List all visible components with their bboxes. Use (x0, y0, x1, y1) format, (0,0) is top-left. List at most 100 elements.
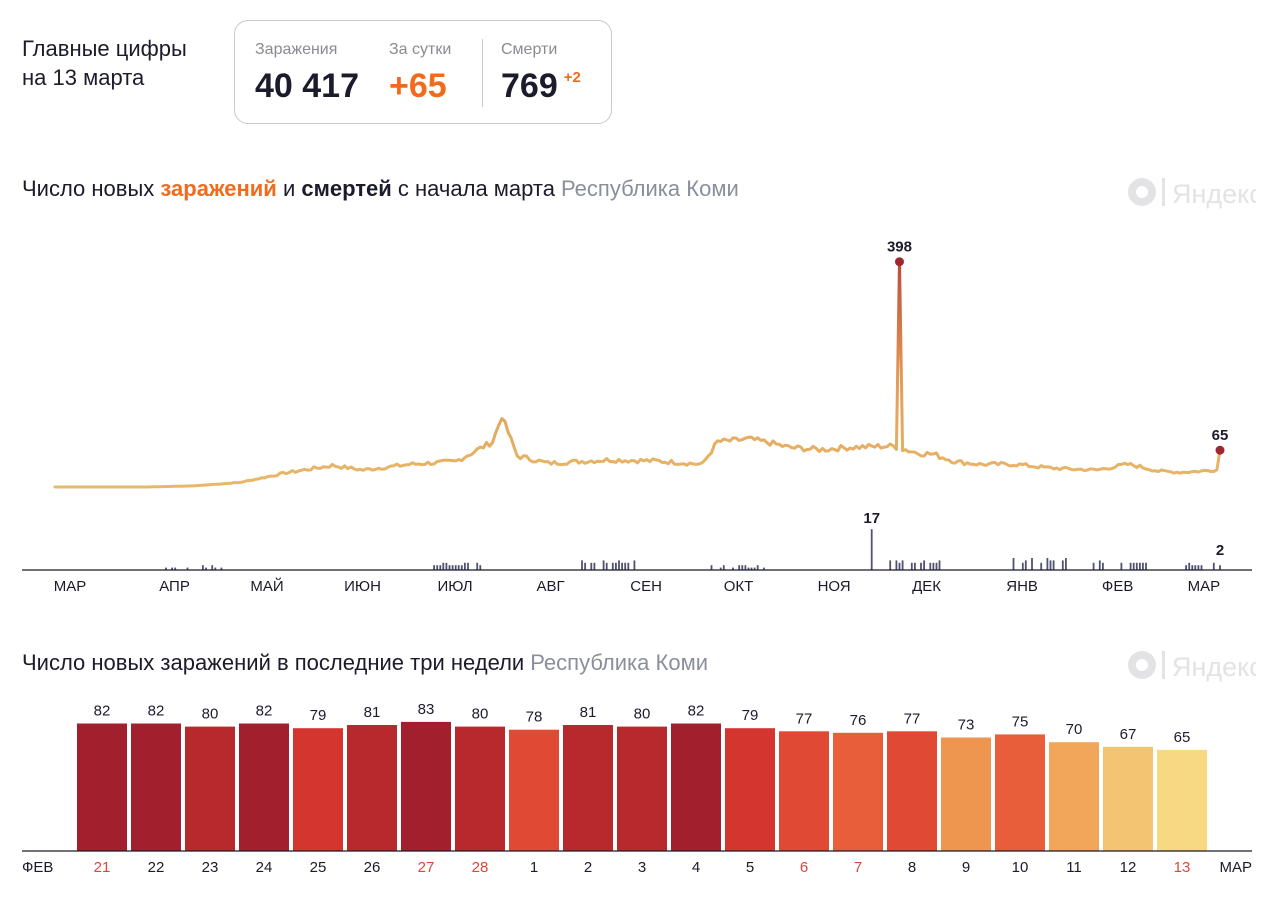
day-label: 11 (1066, 859, 1082, 876)
chart2-title-text: Число новых заражений в последние три не… (22, 650, 525, 675)
bar (617, 726, 667, 851)
day-label: 4 (692, 859, 700, 876)
bar (725, 728, 775, 851)
deaths-bar (1092, 562, 1095, 570)
deaths-bar (895, 560, 898, 570)
deaths-delta: +2 (563, 69, 581, 86)
chart2-region: Республика Коми (530, 650, 708, 675)
deaths-bar (479, 565, 482, 570)
deaths-bar (433, 565, 435, 570)
bar (185, 726, 235, 851)
deaths-bars (165, 529, 1221, 570)
yandex-logo-text: Яндекс (1172, 179, 1256, 209)
infections-label: Заражения (255, 41, 338, 58)
deaths-bar (920, 562, 922, 570)
deaths-bar (1024, 560, 1027, 570)
month-label: МАР (54, 578, 87, 595)
month-label: АВГ (536, 578, 564, 595)
bar (131, 723, 181, 851)
month-label: ИЮН (344, 578, 381, 595)
month-labels: МАР АПР МАЙ ИЮН ИЮЛ АВГ СЕН ОКТ НОЯ ДЕК ЯНВ ФЕВ МАР (54, 577, 1220, 595)
deaths-bar (750, 567, 753, 570)
day-label: 10 (1012, 859, 1029, 876)
deaths-bar (710, 565, 713, 570)
deaths-bar (889, 560, 892, 570)
deaths-bar (744, 565, 747, 570)
three-weeks-bar-chart: 8221822280238224792581268327802878181280… (22, 701, 1252, 876)
chart1-title-infections: заражений (160, 176, 277, 201)
month-label: МАЙ (250, 577, 283, 595)
deaths-bar (454, 565, 457, 570)
bar-value-label: 76 (850, 712, 867, 729)
day-label: 5 (746, 859, 754, 876)
deaths-bar (457, 565, 460, 570)
deaths-bar (938, 560, 941, 570)
month-label: ЯНВ (1006, 578, 1038, 595)
deaths-bar (436, 565, 439, 570)
infections-deaths-chart: 398 65 17 2 МАР АПР МАЙ ИЮН ИЮЛ АВГ СЕН ОКТ НОЯ Д… (22, 239, 1252, 595)
day-label: 7 (854, 859, 862, 876)
bar (671, 723, 721, 851)
month-label: АПР (159, 578, 190, 595)
chart2-title: Число новых заражений в последние три не… (22, 650, 708, 676)
deaths-bar (211, 565, 214, 570)
deaths-bar (615, 562, 617, 570)
deaths-bar (1129, 562, 1132, 570)
deaths-bar (1049, 560, 1052, 570)
headline-line-2: на 13 марта (22, 65, 145, 90)
bar-value-label: 67 (1120, 726, 1137, 743)
month-label: МАР (1188, 578, 1221, 595)
deaths-bar (722, 565, 725, 570)
day-label: 2 (584, 859, 592, 876)
chart1-title-part3: и (276, 176, 302, 201)
bar-value-label: 79 (742, 707, 759, 724)
day-label: 3 (638, 859, 646, 876)
day-label: 8 (908, 859, 916, 876)
yandex-logo-icon (1128, 651, 1165, 679)
chart1-title-part5: с начала марта (391, 176, 555, 201)
bar-value-label: 78 (526, 709, 543, 726)
deaths-bar (732, 567, 734, 570)
month-label: НОЯ (818, 578, 851, 595)
stat-infections: Заражения 40 417 (255, 41, 359, 106)
bar (347, 725, 397, 851)
day-label: 27 (418, 859, 435, 876)
yandex-logo-2: Яндекс (1128, 651, 1256, 682)
deaths-bar (593, 562, 596, 570)
deaths-bar (214, 567, 217, 570)
deaths-bar (460, 565, 463, 570)
infections-line (53, 260, 1222, 489)
day-label: 1 (530, 859, 538, 876)
day-label: 28 (472, 859, 489, 876)
deaths-bar (1194, 565, 1197, 570)
bar (833, 732, 883, 851)
deaths-bar (1102, 562, 1104, 570)
deaths-bar (1098, 560, 1101, 570)
deaths-bar (1135, 562, 1138, 570)
deaths-bar (476, 562, 479, 570)
day-label: 21 (94, 859, 111, 876)
deaths-bar (1188, 562, 1191, 570)
bar-value-label: 77 (904, 710, 921, 727)
bar-value-label: 65 (1174, 729, 1191, 746)
deaths-bar (1191, 565, 1194, 570)
deaths-bar (590, 562, 593, 570)
deaths-bar (935, 562, 938, 570)
peak-label: 398 (887, 239, 912, 256)
deaths-bar (756, 565, 759, 570)
stat-deaths: Смерти 769 +2 (501, 41, 581, 106)
deaths-bar (621, 562, 623, 570)
bar-value-label: 81 (580, 704, 597, 721)
deaths-bar (602, 560, 605, 570)
bar (293, 728, 343, 851)
deaths-bar (174, 567, 177, 570)
day-label: 13 (1174, 859, 1191, 876)
deaths-bar (1046, 558, 1049, 570)
deaths-bar (923, 560, 925, 570)
deaths-bar (1052, 560, 1055, 570)
bar (455, 726, 505, 851)
bar (1157, 749, 1207, 851)
bar-value-label: 82 (688, 703, 705, 720)
deaths-bar (1142, 562, 1144, 570)
bar-value-label: 80 (472, 706, 489, 723)
